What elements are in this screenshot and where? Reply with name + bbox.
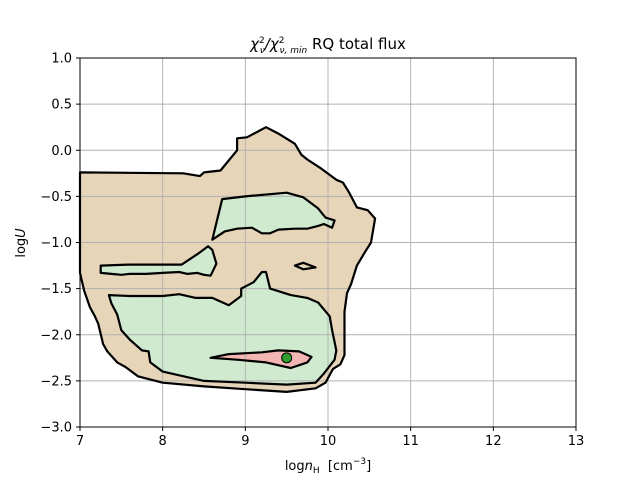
contour-fill-middle-2 [100, 246, 217, 276]
y-tick-label: −0.5 [40, 190, 72, 205]
contour-outline-inner-4 [209, 349, 313, 370]
contour-outline-outline-5 [293, 261, 317, 271]
contour-outline-middle-3 [107, 270, 338, 386]
plot-area [78, 57, 577, 428]
markers [281, 352, 293, 364]
y-tick-label: 1.0 [51, 52, 72, 67]
contour-outline-outer-0 [78, 126, 377, 393]
y-tick-label: 0.5 [51, 98, 72, 113]
chart-title: χ2 ν/χ2 ν, min RQ total flux [249, 35, 406, 56]
y-tick-label: −1.5 [40, 282, 72, 297]
x-tick-label: 13 [568, 434, 585, 449]
contour-outlines [78, 126, 377, 393]
y-tick-label: −2.0 [40, 328, 72, 343]
minimum-point-marker [281, 352, 293, 364]
x-tick-label: 11 [402, 434, 419, 449]
x-tick-label: 9 [241, 434, 249, 449]
y-tick-label: −1.0 [40, 236, 72, 251]
x-tick-label: 8 [159, 434, 167, 449]
x-axis-label: lognH [cm−3] [285, 457, 371, 476]
x-tick-label: 7 [76, 434, 84, 449]
y-tick-label: 0.0 [51, 144, 72, 159]
y-axis: 1.0 0.5 0.0 −0.5 −1.0 −1.5 −2.0 −2.5 −3.0 [40, 52, 80, 436]
contour-outline-middle-1 [211, 191, 336, 241]
contour-outline-middle-2 [99, 245, 218, 277]
x-tick-label: 10 [320, 434, 337, 449]
y-tick-label: −2.5 [40, 374, 72, 389]
x-tick-label: 12 [485, 434, 502, 449]
y-axis-label: logU [14, 228, 29, 258]
x-axis: 7 8 9 10 11 12 13 [76, 427, 584, 449]
y-tick-label: −3.0 [40, 421, 72, 436]
